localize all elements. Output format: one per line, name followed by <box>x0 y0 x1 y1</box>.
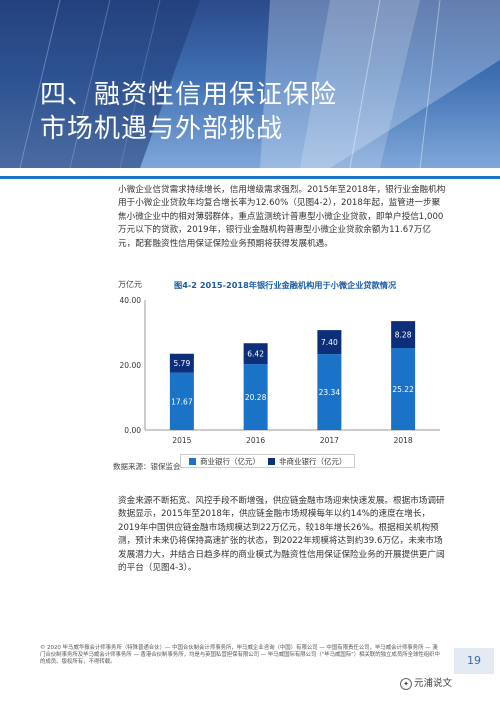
y-tick-label: 20.00 <box>120 361 142 370</box>
chart-title: 图4-2 2015-2018年银行业金融机构用于小微企业贷款情况 <box>174 280 397 290</box>
data-label: 8.28 <box>395 331 412 340</box>
title-line-2: 市场机遇与外部挑战 <box>40 114 284 144</box>
bar-commercial <box>169 372 194 430</box>
wechat-icon: ✦ <box>400 677 412 690</box>
page-title: 四、融资性信用保证保险 市场机遇与外部挑战 <box>40 78 337 146</box>
x-tick-label: 2018 <box>394 436 413 445</box>
chart-legend: 商业银行（亿元） 非商业银行（亿元） <box>180 454 355 468</box>
data-label: 7.40 <box>321 338 338 347</box>
footer-copyright: © 2020 毕马威华振会计师事务所（特殊普通合伙）— 中国合伙制会计师事务所，… <box>40 645 440 666</box>
watermark-text: 元浦说文 <box>414 678 453 689</box>
paragraph-1: 小微企业信贷需求持续增长，信用增级需求强烈。2015年至2018年，银行业金融机… <box>118 185 446 249</box>
skyscraper-background <box>0 0 500 168</box>
title-line-1: 四、融资性信用保证保险 <box>40 80 338 110</box>
bar-noncommercial <box>169 353 194 373</box>
legend-label-commercial: 商业银行（亿元） <box>200 456 260 466</box>
data-label: 20.28 <box>245 393 267 402</box>
bar-chart: 0.00 20.00 40.00 17.67 5.79 2015 20.28 6.42 2016… <box>120 296 440 445</box>
bar-noncommercial <box>317 330 342 355</box>
x-tick-label: 2016 <box>246 436 265 445</box>
legend-swatch-noncommercial <box>268 458 275 465</box>
chart-unit-label: 万亿元 <box>118 280 142 289</box>
legend-item-noncommercial: 非商业银行（亿元） <box>268 456 347 467</box>
paragraph-2: 资金来源不断拓宽、风控手段不断增强，供应链金融市场迎来快速发展。根据市场调研数据… <box>118 496 445 574</box>
data-label: 6.42 <box>247 350 264 359</box>
bar-commercial <box>243 364 268 430</box>
y-tick-label: 40.00 <box>120 296 142 305</box>
data-label: 17.67 <box>171 397 193 406</box>
x-tick-label: 2015 <box>172 436 191 445</box>
header-divider <box>0 176 500 179</box>
legend-swatch-commercial <box>189 458 196 465</box>
header-banner: 四、融资性信用保证保险 市场机遇与外部挑战 <box>0 0 500 168</box>
data-label: 23.34 <box>319 388 341 397</box>
data-label: 5.79 <box>174 359 191 368</box>
watermark: ✦ 元浦说文 <box>400 675 452 690</box>
data-source: 数据来源：银保监会 <box>113 462 181 471</box>
bar-commercial <box>317 354 342 430</box>
bar-commercial <box>391 348 416 430</box>
bar-noncommercial <box>391 321 416 349</box>
x-tick-label: 2017 <box>320 436 339 445</box>
bar-noncommercial <box>243 343 268 365</box>
legend-label-noncommercial: 非商业银行（亿元） <box>279 456 347 466</box>
legend-item-commercial: 商业银行（亿元） <box>189 456 260 467</box>
y-tick-label: 0.00 <box>124 426 141 435</box>
page-number: 19 <box>454 648 494 674</box>
data-label: 25.22 <box>392 385 414 394</box>
